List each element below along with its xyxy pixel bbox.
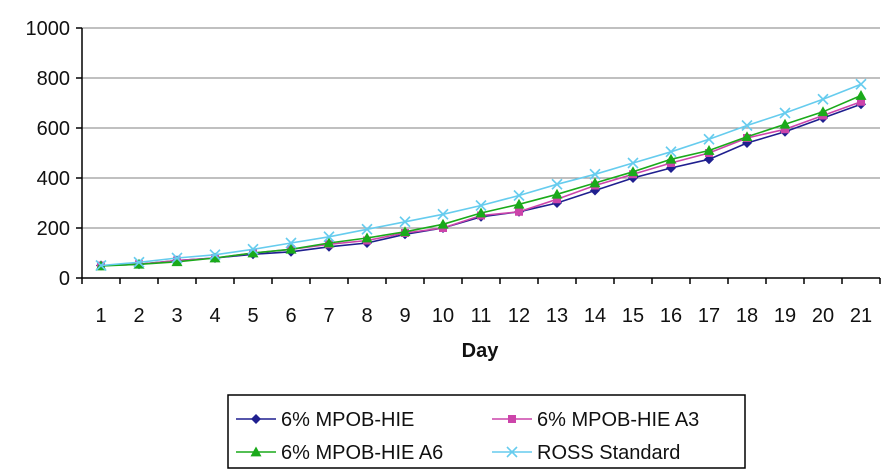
data-point: [741, 119, 753, 132]
x-tick-label: 19: [774, 305, 796, 327]
y-tick-label: 800: [37, 68, 70, 90]
data-point: [665, 146, 677, 158]
data-point: [361, 232, 373, 243]
data-point: [171, 252, 183, 264]
legend-item: 6% MPOB-HIE A3: [492, 409, 699, 431]
x-tick-label: 18: [736, 305, 758, 327]
data-point: [857, 97, 865, 106]
legend-item: 6% MPOB-HIE: [236, 409, 414, 431]
legend: 6% MPOB-HIE 6% MPOB-HIE A3 6% MPOB-HIE A6 R…: [227, 394, 746, 469]
legend-label: 6% MPOB-HIE A6: [281, 442, 443, 464]
legend-item: ROSS Standard: [492, 442, 680, 464]
x-tick-label: 6: [285, 305, 296, 327]
data-point: [475, 199, 487, 212]
data-point: [209, 249, 221, 261]
data-point: [741, 131, 753, 142]
y-tick-label: 200: [37, 218, 70, 240]
legend-marker: [251, 414, 261, 424]
x-tick-label: 3: [171, 305, 182, 327]
data-point: [513, 189, 525, 202]
data-point: [171, 256, 183, 267]
x-tick-label: 5: [247, 305, 258, 327]
data-point: [247, 243, 259, 255]
x-tick-label: 4: [209, 305, 220, 327]
data-point: [779, 118, 791, 129]
x-tick-label: 1: [95, 305, 106, 327]
x-tick-label: 7: [323, 305, 334, 327]
data-point: [589, 168, 601, 180]
x-tick-label: 14: [584, 305, 606, 327]
legend-marker: [508, 415, 516, 423]
data-point: [703, 133, 715, 145]
data-point: [209, 252, 221, 263]
data-point: [551, 178, 563, 190]
legend-label: ROSS Standard: [537, 442, 680, 464]
data-point: [361, 223, 373, 235]
series-4: [95, 78, 867, 272]
data-point: [551, 188, 563, 199]
data-point: [95, 259, 107, 272]
x-tick-label: 12: [508, 305, 530, 327]
data-point: [817, 93, 829, 105]
data-point: [285, 237, 297, 249]
data-point: [399, 216, 411, 228]
legend-label: 6% MPOB-HIE A3: [537, 409, 699, 431]
x-tick-label: 17: [698, 305, 720, 327]
data-point: [855, 78, 867, 90]
data-point: [513, 198, 525, 209]
series-line: [100, 94, 862, 267]
data-point: [817, 106, 829, 117]
y-tick-label: 600: [37, 118, 70, 140]
data-point: [779, 107, 791, 119]
x-tick-label: 9: [399, 305, 410, 327]
data-point: [133, 256, 145, 268]
legend-label: 6% MPOB-HIE: [281, 409, 414, 431]
x-tick-label: 16: [660, 305, 682, 327]
data-point: [323, 237, 335, 248]
data-point: [665, 153, 677, 164]
gridlines: [82, 27, 880, 229]
x-tick-label: 2: [133, 305, 144, 327]
x-tick-label: 20: [812, 305, 834, 327]
data-point: [589, 177, 601, 188]
data-point: [627, 157, 639, 169]
series-line: [100, 83, 862, 267]
series-3: [95, 90, 867, 271]
legend-box: [227, 394, 746, 469]
x-tick-label: 15: [622, 305, 644, 327]
x-tick-label: 10: [432, 305, 454, 327]
data-point: [627, 166, 639, 177]
x-tick-label: 8: [361, 305, 372, 327]
data-point: [247, 247, 259, 258]
x-tick-label: 21: [850, 305, 872, 327]
x-tick-label: 13: [546, 305, 568, 327]
x-axis-title: Day: [462, 340, 500, 362]
legend-marker: [506, 446, 518, 458]
y-tick-label: 1000: [26, 18, 71, 40]
y-tick-label: 0: [59, 268, 70, 290]
data-point: [323, 231, 335, 243]
data-point: [133, 258, 145, 269]
data-point: [399, 226, 411, 237]
data-point: [475, 207, 487, 218]
data-point: [285, 243, 297, 254]
series-lines: [95, 78, 867, 272]
data-point: [437, 218, 449, 229]
data-point: [515, 207, 523, 216]
data-point: [703, 145, 715, 155]
x-tick-label: 11: [471, 305, 492, 327]
data-point: [781, 125, 789, 134]
data-point: [437, 208, 449, 220]
y-tick-label: 400: [37, 168, 70, 190]
data-point: [553, 195, 561, 204]
legend-marker: [250, 446, 262, 457]
legend-item: 6% MPOB-HIE A6: [236, 442, 443, 464]
data-point: [855, 90, 867, 100]
